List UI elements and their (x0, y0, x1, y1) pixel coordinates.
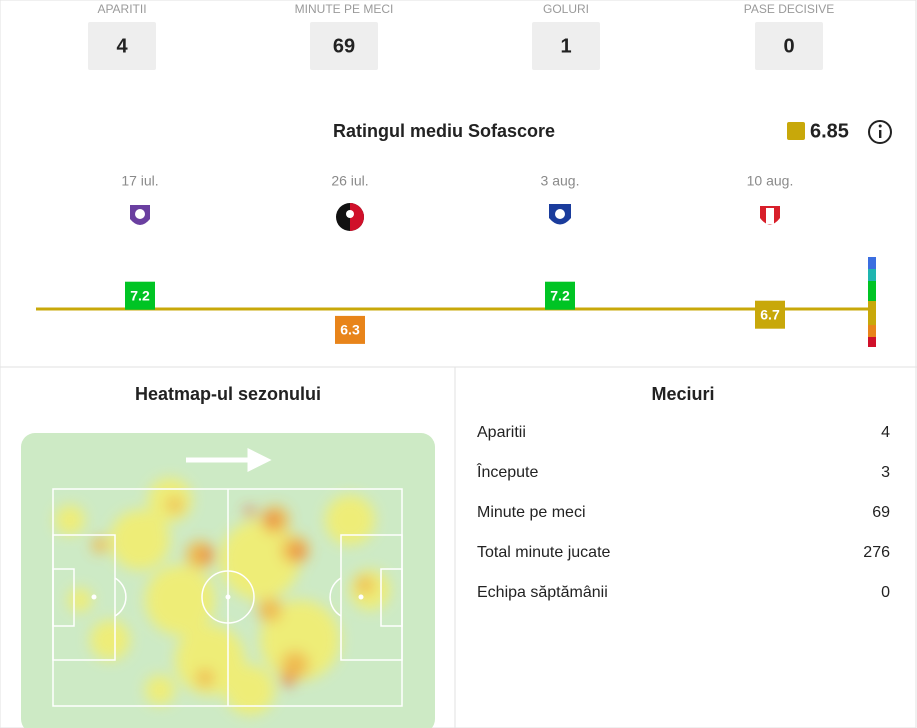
row-value: 3 (881, 464, 890, 481)
row-value: 4 (881, 424, 890, 441)
rating-label: 6.3 (340, 322, 360, 338)
row-label: Minute pe meci (477, 504, 586, 521)
heatmap-title: Heatmap-ul sezonului (135, 384, 321, 404)
stat-label: MINUTE PE MECI (295, 2, 394, 16)
rating-badge (335, 315, 365, 344)
stat-label: GOLURI (543, 2, 589, 16)
row-value: 0 (881, 584, 890, 601)
stat-label: APARITII (97, 2, 146, 16)
row-label: Echipa săptămânii (477, 584, 608, 601)
rating-chart: 17 iul. 7.2 26 iul. 6.3 3 aug. 7.2 10 aug. 6.7 (121, 173, 793, 344)
stat-box (88, 22, 156, 70)
rating-badge (545, 281, 575, 310)
color-scale (868, 257, 876, 347)
rating-badge (755, 300, 785, 329)
heatmap (21, 433, 435, 728)
rating-label: 7.2 (550, 287, 570, 303)
stat-box (755, 22, 823, 70)
stat-value: 0 (783, 35, 794, 57)
row-label: Total minute jucate (477, 544, 611, 561)
row-label: Începute (476, 462, 538, 481)
match-date: 10 aug. (747, 173, 794, 189)
rating-title: Ratingul mediu Sofascore (333, 121, 555, 141)
matches-title: Meciuri (651, 384, 714, 404)
team-logos (130, 203, 780, 231)
average-rating: 6.85 (810, 120, 849, 142)
match-date: 17 iul. (121, 173, 158, 189)
stats-row: APARITII 4 MINUTE PE MECI 69 GOLURI 1 PASE DEC… (88, 2, 834, 70)
row-value: 69 (872, 504, 890, 521)
matches-table: Aparitii 4 Începute 3 Minute pe meci 69 Total … (476, 424, 890, 601)
stat-value: 1 (560, 35, 571, 57)
stat-box (310, 22, 378, 70)
stat-box (532, 22, 600, 70)
row-value: 276 (863, 544, 890, 561)
match-date: 26 iul. (331, 173, 368, 189)
stat-value: 4 (116, 35, 128, 57)
rating-label: 7.2 (130, 287, 150, 303)
rating-label: 6.7 (760, 306, 780, 322)
rating-badge (125, 281, 155, 310)
stat-label: PASE DECISIVE (744, 2, 834, 16)
stat-value: 69 (333, 35, 355, 57)
info-icon[interactable] (868, 120, 892, 144)
average-swatch (787, 122, 805, 140)
match-date: 3 aug. (541, 173, 580, 189)
row-label: Aparitii (477, 424, 526, 441)
